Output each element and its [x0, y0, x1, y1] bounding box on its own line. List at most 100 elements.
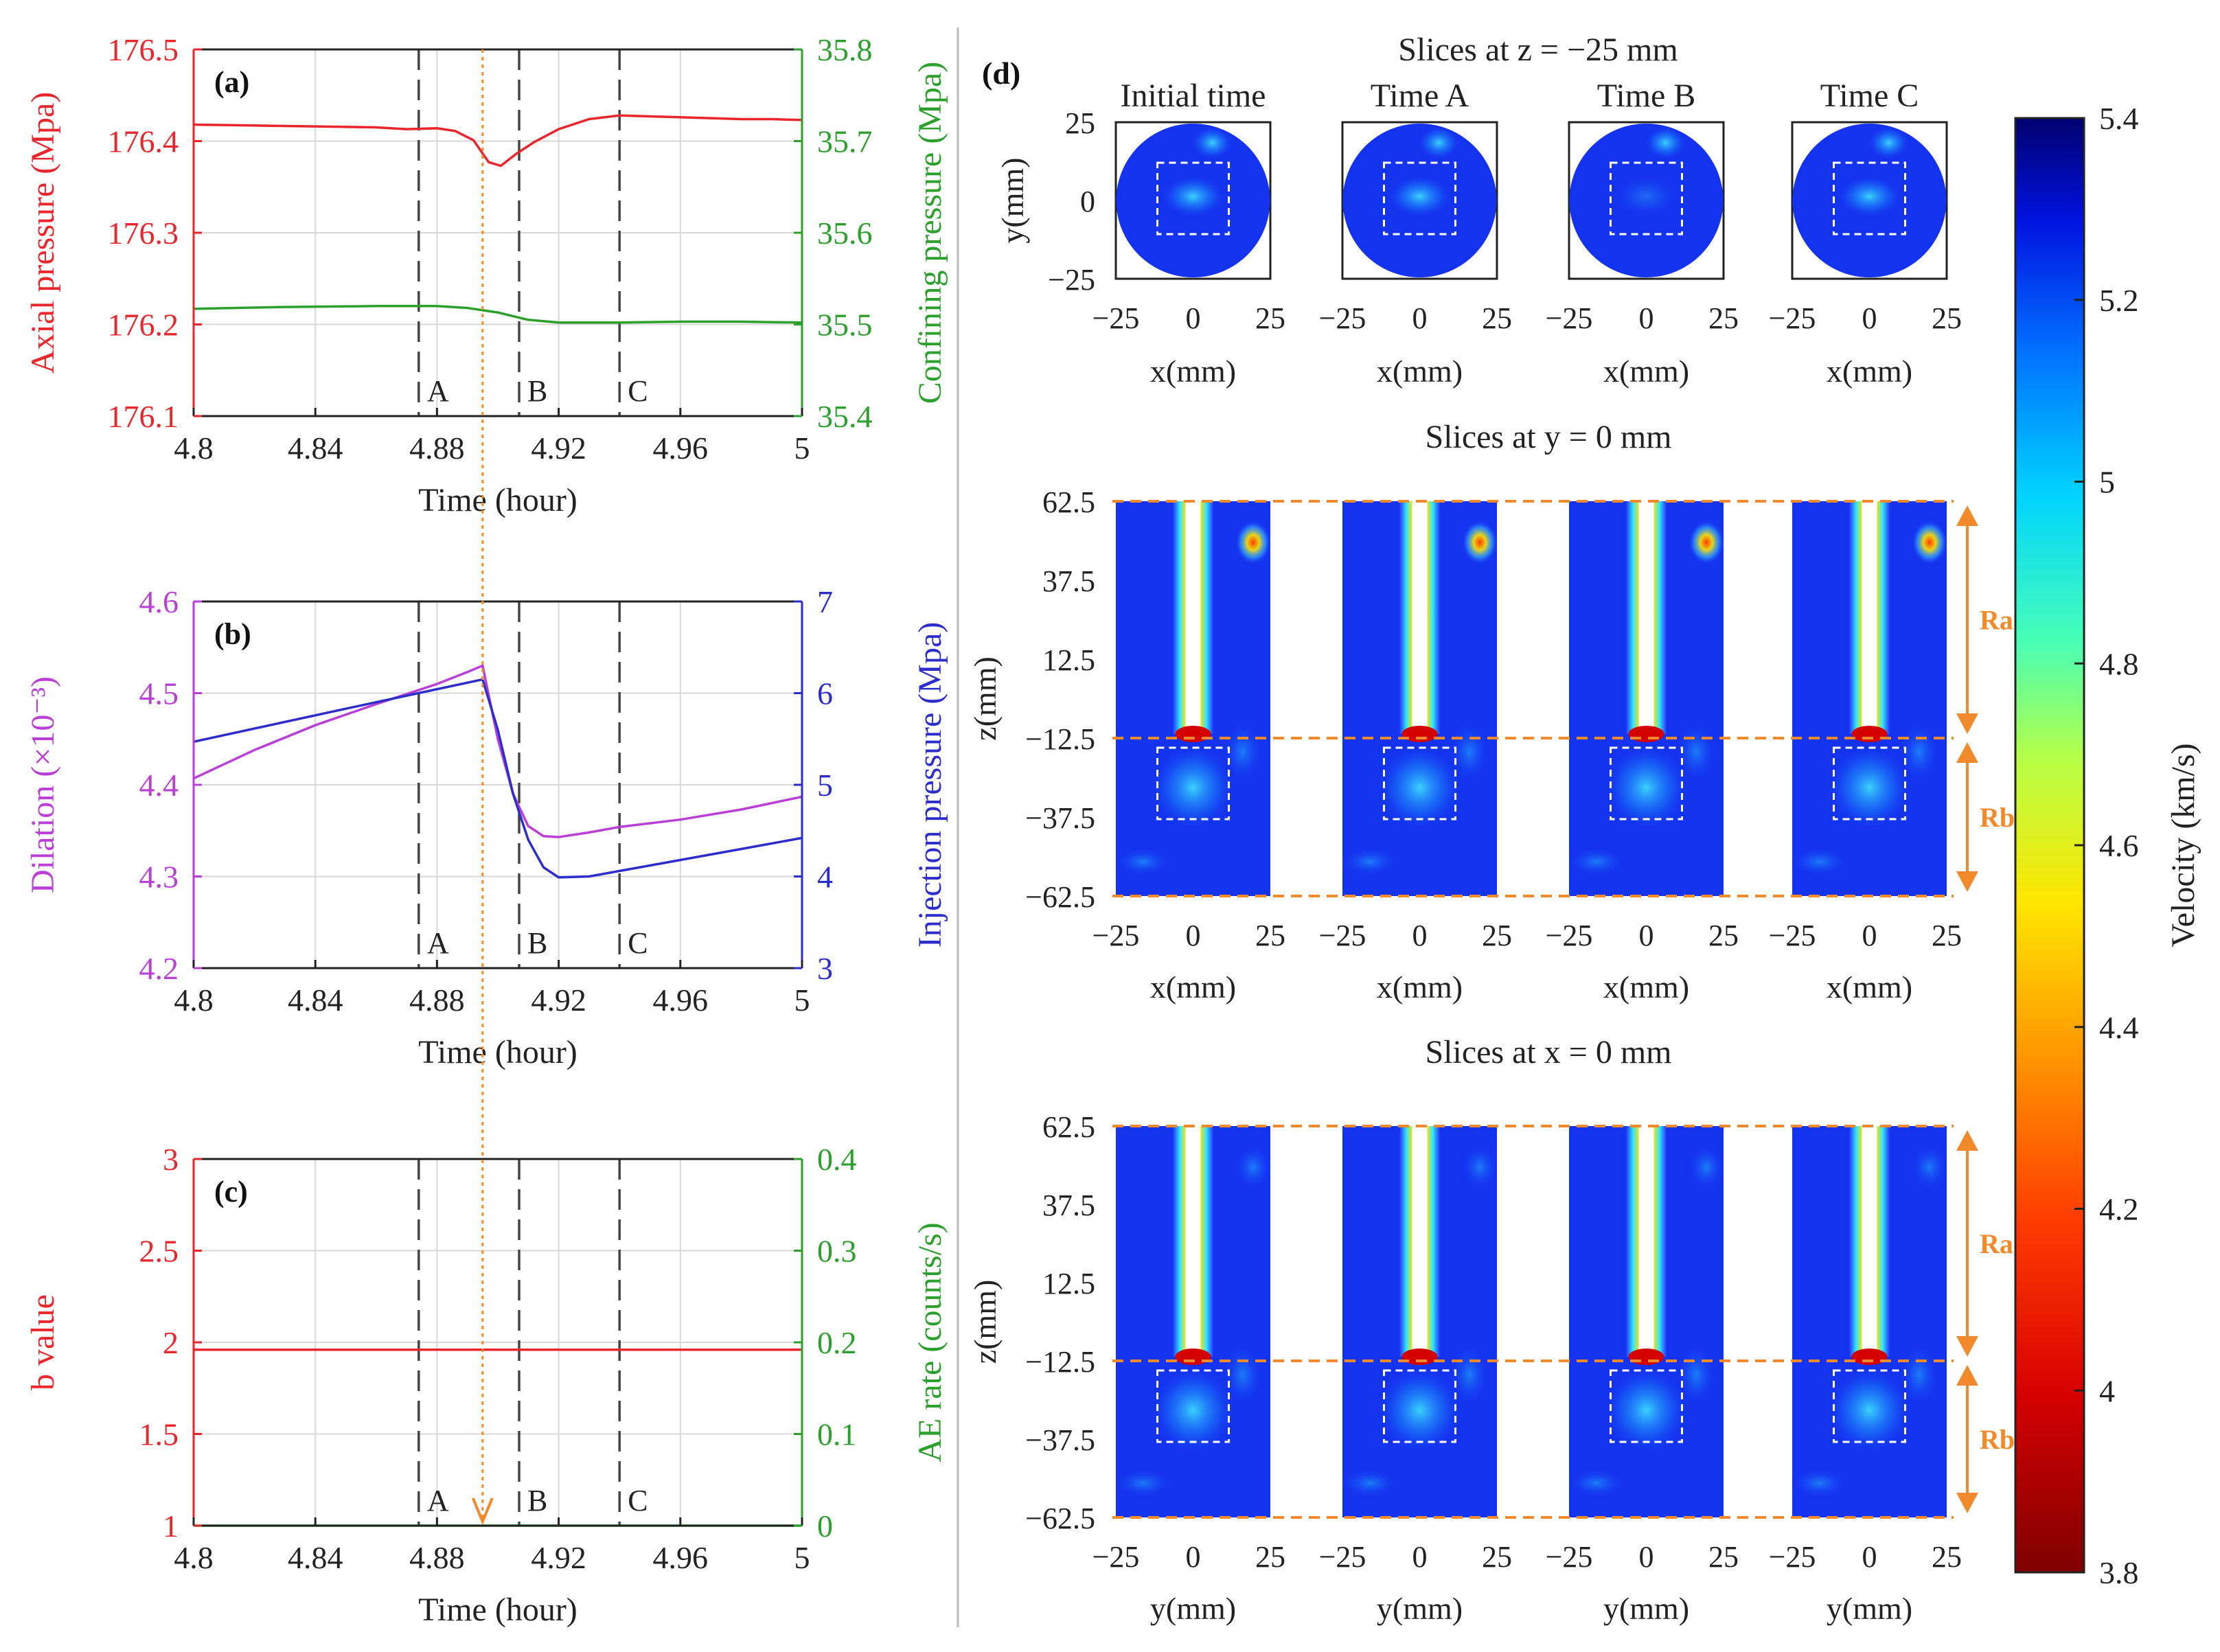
y-left-axis-title: Dilation (×10⁻³) — [25, 676, 61, 893]
velocity-anomaly — [1689, 1145, 1724, 1189]
x-tick-label: −25 — [1092, 301, 1140, 335]
velocity-anomaly — [1569, 848, 1624, 875]
x-tick-label: 25 — [1482, 1540, 1512, 1574]
wellbore-tip — [1175, 1349, 1211, 1365]
x-tick-label: 0 — [1186, 919, 1201, 952]
velocity-anomaly — [1378, 745, 1461, 830]
wellbore — [1185, 501, 1201, 731]
x-axis-title: x(mm) — [1377, 970, 1463, 1005]
wellbore-tip — [1401, 1349, 1438, 1365]
x-tick-label: 25 — [1708, 919, 1739, 952]
x-tick-label: −25 — [1092, 1540, 1140, 1574]
colorbar-tick-label: 4.2 — [2099, 1192, 2139, 1227]
x-tick-label: 4.96 — [653, 431, 709, 466]
region-label: Rb — [1980, 802, 2015, 833]
wellbore-tip — [1628, 726, 1664, 742]
velocity-anomaly — [1116, 848, 1171, 875]
x-tick-label: 25 — [1255, 1540, 1285, 1574]
x-axis-title: x(mm) — [1150, 354, 1236, 389]
region-box — [1833, 161, 1906, 236]
x-tick-label: 25 — [1708, 1540, 1739, 1574]
series-injection-pressure — [193, 678, 803, 879]
velocity-anomaly — [1838, 176, 1901, 217]
x-tick-label: 0 — [1412, 301, 1428, 335]
column-title: Time B — [1597, 78, 1696, 114]
wellbore-tip — [1851, 1349, 1888, 1365]
y-right-tick-label: 35.5 — [817, 308, 873, 343]
x-tick-label: 4.84 — [288, 431, 343, 466]
y-right-tick-label: 0.2 — [817, 1325, 857, 1360]
event-label-c: C — [628, 1484, 648, 1517]
x-axis-title: x(mm) — [1827, 970, 1912, 1005]
velocity-slices: (d) Slices at z = −25 mm Initial time −25 0 2… — [968, 32, 2201, 1626]
region-arrowhead — [1956, 505, 1978, 526]
region-label: Ra — [1980, 605, 2013, 636]
x-tick-label: 0 — [1862, 919, 1877, 952]
y-tick-label: −25 — [1048, 263, 1095, 297]
velocity-anomaly — [1569, 1469, 1624, 1497]
x-axis-title: x(mm) — [1603, 970, 1689, 1005]
wellbore-tip — [1401, 726, 1438, 742]
y-left-tick-label: 4.6 — [139, 584, 179, 619]
y-tick-label: 25 — [1065, 106, 1095, 140]
y-right-axis-title: Confining pressure (Mpa) — [912, 62, 948, 404]
region-box — [1383, 1369, 1456, 1443]
y-right-tick-label: 0.4 — [817, 1142, 857, 1177]
velocity-anomaly — [1462, 1145, 1498, 1189]
x-tick-label: 25 — [1482, 919, 1512, 952]
x-tick-label: −25 — [1092, 919, 1140, 952]
y-left-axis-title: b value — [25, 1294, 61, 1390]
colorbar-tick-label: 4 — [2099, 1373, 2115, 1408]
y-right-tick-label: 35.6 — [817, 216, 873, 251]
row1-slice-3: Time B −25 0 25 x(mm) — [1546, 78, 1739, 389]
x-tick-label: 5 — [794, 983, 810, 1018]
y-tick-label: 37.5 — [1042, 1189, 1095, 1222]
velocity-anomaly — [1689, 520, 1724, 564]
event-label-a: A — [427, 1484, 449, 1517]
y-tick-label: 0 — [1080, 185, 1095, 218]
wellbore-tip — [1628, 1349, 1664, 1365]
x-tick-label: 25 — [1932, 1540, 1962, 1574]
y-left-tick-label: 4.3 — [139, 860, 179, 895]
velocity-anomaly — [1605, 1368, 1688, 1453]
velocity-anomaly — [1235, 1145, 1271, 1189]
x-tick-label: 4.84 — [288, 1540, 343, 1575]
x-tick-label: 4.92 — [531, 1540, 586, 1575]
row3-slice-1: −25 0 25 y(mm) — [1092, 1126, 1285, 1626]
region-box — [1383, 161, 1456, 236]
velocity-anomaly — [1152, 745, 1235, 830]
row1-slice-1: Initial time −25 0 25 x(mm) — [1092, 78, 1285, 389]
event-label-a: A — [427, 926, 449, 960]
velocity-anomaly — [1418, 126, 1460, 159]
x-tick-label: 0 — [1862, 301, 1877, 335]
y-left-tick-label: 1 — [163, 1508, 179, 1544]
wellbore — [1862, 501, 1877, 731]
x-tick-label: 4.96 — [653, 983, 709, 1018]
region-box — [1610, 746, 1683, 821]
x-tick-label: 25 — [1255, 919, 1285, 952]
row2-slice-2: −25 0 25 x(mm) — [1319, 501, 1512, 1005]
x-axis-title: Time (hour) — [418, 1592, 577, 1628]
y-axis-title: z(mm) — [968, 656, 1003, 741]
velocity-anomaly — [1235, 520, 1271, 564]
velocity-anomaly — [1224, 722, 1262, 782]
x-tick-label: 4.84 — [288, 983, 343, 1018]
x-tick-label: 4.88 — [409, 983, 465, 1018]
region-box — [1833, 1369, 1906, 1443]
time-guide-arrowhead — [472, 1498, 494, 1526]
x-tick-label: −25 — [1319, 301, 1366, 335]
y-right-tick-label: 35.7 — [817, 124, 873, 159]
y-left-tick-label: 176.5 — [108, 32, 179, 67]
wellbore-tip — [1851, 726, 1888, 742]
series-dilation — [193, 663, 803, 838]
velocity-anomaly — [1152, 1368, 1235, 1453]
row3-slice-3: −25 0 25 y(mm) — [1546, 1126, 1739, 1626]
x-tick-label: 0 — [1186, 1540, 1201, 1574]
x-tick-label: 0 — [1862, 1540, 1877, 1574]
velocity-anomaly — [1388, 176, 1452, 217]
x-axis-title: x(mm) — [1827, 354, 1912, 389]
row2-slice-3: −25 0 25 x(mm) — [1546, 501, 1739, 1005]
velocity-anomaly — [1912, 1145, 1947, 1189]
region-arrowhead — [1956, 742, 1978, 763]
